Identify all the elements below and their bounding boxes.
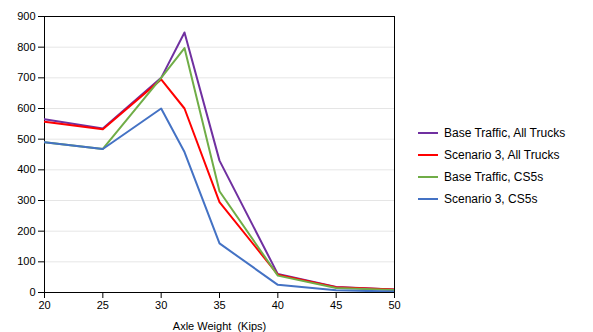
svg-text:600: 600 [17, 102, 35, 114]
svg-text:30: 30 [155, 299, 167, 311]
svg-text:100: 100 [17, 255, 35, 267]
svg-text:35: 35 [213, 299, 225, 311]
svg-text:700: 700 [17, 71, 35, 83]
svg-text:20: 20 [38, 299, 50, 311]
svg-text:500: 500 [17, 133, 35, 145]
html-text:Base Traffic, CS5s: Base Traffic, CS5s [444, 170, 544, 184]
svg-text:900: 900 [17, 10, 35, 22]
svg-text:800: 800 [17, 41, 35, 53]
svg-text:200: 200 [17, 225, 35, 237]
svg-text:45: 45 [330, 299, 342, 311]
svg-text:300: 300 [17, 194, 35, 206]
svg-text:50: 50 [388, 299, 400, 311]
svg-text:Axle Weight (Kips): Axle Weight (Kips) [173, 320, 266, 332]
svg-text:400: 400 [17, 163, 35, 175]
html-text:Base Traffic, All Trucks: Base Traffic, All Trucks [444, 126, 566, 140]
html-text:Scenario 3, CS5s: Scenario 3, CS5s [444, 192, 538, 206]
html-text:Scenario 3, All Trucks: Scenario 3, All Trucks [444, 148, 560, 162]
svg-text:40: 40 [272, 299, 284, 311]
svg-text:25: 25 [97, 299, 109, 311]
svg-text:0: 0 [29, 286, 35, 298]
